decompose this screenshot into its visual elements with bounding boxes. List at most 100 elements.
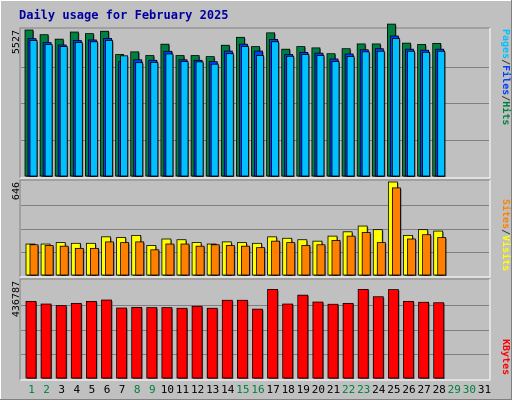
sites-bar [150, 249, 160, 276]
sites-bar [74, 247, 84, 276]
day-label: 17 [266, 383, 279, 396]
pages-bar [286, 55, 295, 177]
kbytes-bar [161, 307, 173, 379]
kbytes-bar [252, 308, 263, 379]
sites-bar [407, 238, 416, 276]
sites-bar [180, 243, 190, 276]
pages-bar [59, 46, 68, 177]
kbytes-bar [146, 307, 158, 379]
legend-hits: Hits [500, 101, 512, 125]
kbytes-bar [55, 305, 67, 379]
pages-bar [437, 50, 446, 177]
kbytes-bar [418, 301, 430, 379]
kbytes-bar [282, 303, 294, 379]
sites-bar [29, 244, 39, 276]
legend-kbytes: KBytes [500, 339, 511, 375]
day-label: 16 [251, 383, 264, 396]
day-label: 4 [73, 383, 80, 396]
sites-bar [225, 245, 235, 276]
day-labels: 1 2 3 4 5 6 7 8 9 10 11 12 13 14 15 16 17 18 19 20 21 22 23 24 2… [28, 383, 491, 396]
pages-bar [105, 40, 113, 177]
kbytes-bars [25, 288, 445, 379]
kbytes-bar [101, 299, 112, 379]
legend-visits: Visits [500, 235, 512, 271]
kbytes-bar [40, 303, 52, 379]
sites-bar [316, 244, 326, 276]
pages-bar [74, 42, 83, 177]
pages-bar [225, 53, 234, 177]
sites-bar [165, 243, 175, 276]
kbytes-bar [25, 300, 37, 379]
pages-bar [120, 55, 128, 177]
sites-bar [301, 245, 311, 276]
pages-bar [346, 56, 355, 177]
pages-bar [135, 62, 144, 177]
day-label: 15 [236, 383, 249, 396]
pages-bar [29, 40, 38, 177]
day-label: 2 [43, 383, 50, 396]
pages-bar [165, 53, 174, 177]
day-label: 8 [134, 383, 141, 396]
pages-bar [240, 46, 249, 177]
day-label: 11 [176, 383, 189, 396]
pages-bar [44, 44, 53, 177]
pages-bar [180, 61, 189, 177]
sites-bar [271, 240, 281, 276]
day-label: 23 [357, 383, 370, 396]
day-label: 12 [191, 383, 204, 396]
pages-bar [271, 41, 280, 177]
sites-bar [256, 247, 265, 276]
day-label: 14 [221, 383, 235, 396]
day-label: 31 [478, 383, 491, 396]
pages-bar [331, 61, 340, 177]
top-max-label: 5527 [11, 30, 22, 54]
pages-bar [150, 62, 159, 177]
day-label: 21 [327, 383, 340, 396]
pages-bar [301, 54, 310, 177]
sites-bar [195, 245, 205, 276]
chart-title: Daily usage for February 2025 [19, 8, 229, 22]
kbytes-bar [176, 307, 188, 379]
pages-bar [361, 51, 370, 177]
kbytes-bar [433, 302, 445, 379]
day-label: 6 [104, 383, 111, 396]
sites-bar [90, 247, 99, 276]
legend-pages: Pages [500, 29, 511, 59]
day-label: 20 [312, 383, 325, 396]
sites-bar [437, 237, 447, 276]
bottom-max-label: 436787 [11, 281, 22, 317]
kbytes-bar [221, 299, 233, 379]
pages-bar [391, 38, 400, 177]
day-label: 7 [119, 383, 126, 396]
sites-bar [391, 187, 401, 276]
pages-bar [256, 55, 264, 177]
pages-bar [316, 55, 325, 177]
kbytes-bar [267, 288, 279, 379]
pages-bar [210, 63, 219, 177]
legend-files: Files [500, 65, 512, 95]
legend-sep-3: / [500, 229, 511, 235]
legend-sep-1: / [500, 59, 511, 65]
sites-bar [105, 241, 114, 276]
kbytes-bar [403, 300, 414, 379]
sites-bar [240, 245, 250, 276]
kbytes-bar [387, 289, 399, 379]
day-label: 28 [433, 383, 446, 396]
legend-mid: Sites/Visits [500, 199, 512, 271]
visits-sites-bars [25, 181, 447, 276]
day-label: 3 [58, 383, 65, 396]
pages-bar [422, 51, 431, 177]
sites-bar [376, 242, 386, 276]
day-label: 5 [89, 383, 96, 396]
day-label: 30 [463, 383, 476, 396]
kbytes-bar [116, 307, 127, 379]
sites-bar [59, 245, 69, 276]
kbytes-bar [206, 307, 218, 379]
kbytes-bar [131, 306, 143, 379]
day-label: 1 [28, 383, 35, 396]
day-label: 22 [342, 383, 355, 396]
sites-bar [210, 244, 220, 276]
day-label: 10 [161, 383, 174, 396]
day-label: 9 [149, 383, 156, 396]
